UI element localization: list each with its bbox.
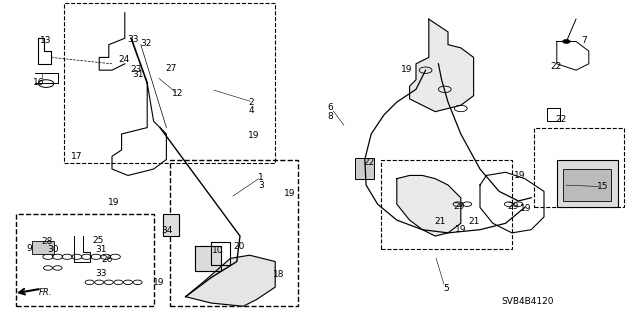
Text: 19: 19: [401, 65, 412, 74]
Bar: [64, 3, 275, 163]
Text: 19: 19: [108, 198, 120, 207]
Text: 21: 21: [468, 217, 479, 226]
Polygon shape: [186, 255, 275, 306]
Text: 33: 33: [127, 35, 139, 44]
Text: 32: 32: [140, 39, 152, 48]
Text: 12: 12: [172, 89, 183, 98]
Text: 19: 19: [284, 189, 296, 198]
Bar: [16, 214, 154, 306]
Text: 22: 22: [556, 115, 567, 124]
Text: 22: 22: [550, 62, 562, 70]
Polygon shape: [397, 175, 461, 236]
Text: 6: 6: [328, 103, 333, 112]
Bar: [381, 160, 512, 249]
Text: FR.: FR.: [38, 288, 52, 297]
Bar: [355, 158, 374, 179]
Text: 19: 19: [520, 204, 532, 213]
Text: 34: 34: [161, 226, 173, 235]
Text: 1: 1: [259, 173, 264, 182]
Text: 15: 15: [596, 182, 608, 191]
Text: 5: 5: [444, 284, 449, 293]
Text: 9: 9: [27, 244, 32, 253]
Text: 31: 31: [95, 245, 107, 254]
Text: 19: 19: [455, 225, 467, 234]
Text: 13: 13: [40, 36, 52, 45]
Polygon shape: [410, 19, 474, 112]
Text: 25: 25: [92, 236, 104, 245]
Text: 19: 19: [153, 278, 164, 287]
Circle shape: [563, 40, 570, 43]
Bar: [170, 160, 298, 306]
Text: 29: 29: [507, 202, 518, 211]
Text: 31: 31: [132, 70, 144, 79]
Bar: [163, 214, 179, 236]
Bar: [563, 169, 611, 201]
Text: 2: 2: [249, 98, 254, 107]
Text: 18: 18: [273, 271, 284, 279]
Text: 27: 27: [166, 64, 177, 73]
Text: 21: 21: [435, 217, 446, 226]
Bar: [557, 160, 618, 207]
Text: SVB4B4120: SVB4B4120: [502, 297, 554, 306]
Text: 24: 24: [118, 55, 130, 63]
Text: 4: 4: [249, 106, 254, 115]
Text: 19: 19: [248, 131, 259, 140]
Text: 16: 16: [33, 78, 44, 87]
Text: 7: 7: [581, 36, 586, 45]
Text: 26: 26: [102, 256, 113, 264]
Text: 23: 23: [130, 65, 141, 74]
Text: 29: 29: [454, 202, 465, 211]
Text: 8: 8: [328, 112, 333, 121]
Text: 28: 28: [41, 237, 52, 246]
Bar: [534, 128, 624, 207]
Text: 3: 3: [259, 181, 264, 190]
Text: 20: 20: [234, 242, 245, 251]
Text: 19: 19: [514, 171, 525, 180]
Bar: [32, 241, 54, 254]
Text: 22: 22: [364, 158, 375, 167]
Text: 17: 17: [71, 152, 83, 161]
Text: 33: 33: [95, 269, 107, 278]
Text: 30: 30: [47, 245, 59, 254]
Polygon shape: [195, 246, 221, 271]
Text: 10: 10: [212, 246, 223, 255]
